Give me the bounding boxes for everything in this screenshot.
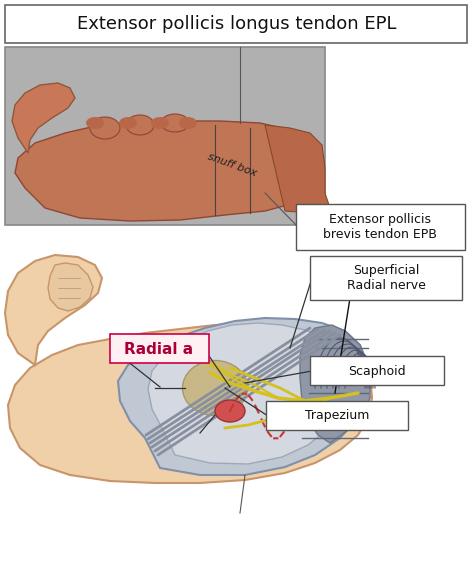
Polygon shape: [148, 323, 348, 464]
Polygon shape: [5, 255, 102, 365]
Text: Extensor pollicis
brevis tendon EPB: Extensor pollicis brevis tendon EPB: [323, 213, 437, 241]
FancyBboxPatch shape: [310, 356, 444, 385]
Polygon shape: [12, 83, 75, 153]
FancyBboxPatch shape: [310, 256, 462, 300]
FancyBboxPatch shape: [266, 401, 408, 430]
Text: Superficial
Radial nerve: Superficial Radial nerve: [346, 264, 426, 292]
Ellipse shape: [151, 117, 169, 129]
Text: snuff box: snuff box: [206, 152, 258, 178]
Polygon shape: [8, 323, 372, 483]
Text: Extensor pollicis longus tendon EPL: Extensor pollicis longus tendon EPL: [77, 15, 397, 33]
Ellipse shape: [119, 117, 137, 129]
FancyBboxPatch shape: [296, 204, 465, 250]
FancyBboxPatch shape: [5, 47, 325, 225]
Ellipse shape: [126, 115, 154, 135]
Ellipse shape: [161, 114, 189, 132]
FancyBboxPatch shape: [110, 334, 209, 363]
Ellipse shape: [215, 400, 245, 422]
Polygon shape: [265, 125, 330, 213]
FancyBboxPatch shape: [5, 5, 467, 43]
Ellipse shape: [182, 360, 247, 416]
Text: Trapezium: Trapezium: [305, 409, 369, 423]
Polygon shape: [300, 325, 370, 443]
Ellipse shape: [90, 117, 120, 139]
Text: Radial a: Radial a: [125, 342, 193, 356]
Ellipse shape: [179, 117, 197, 129]
Text: Scaphoid: Scaphoid: [348, 364, 406, 378]
Ellipse shape: [86, 117, 104, 129]
Polygon shape: [48, 263, 93, 311]
Polygon shape: [15, 121, 322, 221]
Polygon shape: [118, 318, 368, 475]
